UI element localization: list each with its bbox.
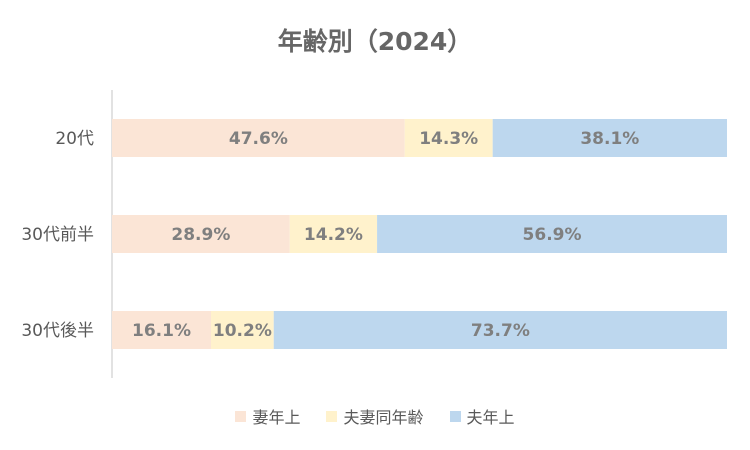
plot-area: 20代 47.6% 14.3% 38.1% 30代前半 28.9% 14.2% 56.9% 30… [21,90,727,378]
data-label: 38.1% [580,129,639,149]
bar-segment [492,119,727,157]
bar-segment [112,311,212,349]
legend-swatch [449,410,461,422]
category-label: 20代 [55,129,94,149]
bar-segment [112,215,290,253]
bar-segment [289,215,378,253]
data-label: 56.9% [523,225,582,245]
data-label: 14.2% [304,225,363,245]
bar-segment [377,215,727,253]
legend-label: 夫年上 [466,408,515,427]
data-label: 10.2% [213,321,272,341]
chart-title: 年齢別（2024） [277,27,473,56]
data-label: 16.1% [132,321,191,341]
bar-segment [273,311,727,349]
legend-swatch [326,410,338,422]
category-label: 30代後半 [21,321,94,341]
legend-label: 妻年上 [252,408,301,427]
legend-item: 妻年上 [235,404,300,428]
legend-item: 夫妻同年齢 [326,404,424,428]
bar-segment [112,119,405,157]
data-label: 47.6% [229,129,288,149]
data-label: 28.9% [171,225,230,245]
legend: 妻年上 夫妻同年齢 夫年上 [0,404,750,428]
legend-label: 夫妻同年齢 [343,408,424,427]
bar-segment [211,311,274,349]
data-label: 14.3% [419,129,478,149]
legend-swatch [235,410,247,422]
legend-item: 夫年上 [449,404,515,428]
category-label: 30代前半 [21,225,94,245]
data-label: 73.7% [471,321,530,341]
bar-segment [404,119,493,157]
